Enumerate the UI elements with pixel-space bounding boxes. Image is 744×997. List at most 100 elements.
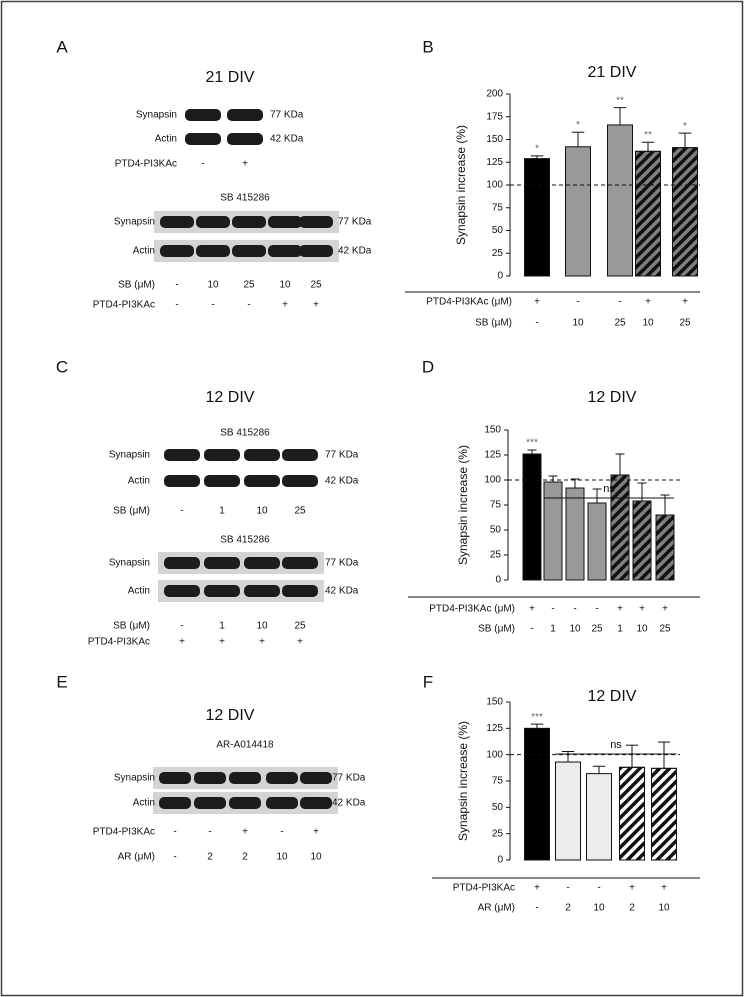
y-tick-label: 0 [497, 271, 503, 282]
blot-band [164, 557, 200, 569]
condition-value: - [247, 300, 250, 311]
condition-value: - [535, 903, 538, 914]
condition-value: 10 [310, 852, 322, 863]
condition-value: - [175, 300, 178, 311]
condition-label: AR (μM) [478, 903, 515, 914]
condition-value: 25 [294, 621, 306, 632]
band-label: Actin [133, 246, 155, 257]
condition-value: - [618, 297, 621, 308]
bracket-label: ns [610, 739, 622, 751]
y-axis-label: Synapsin increase (%) [456, 445, 470, 565]
blot-band [229, 772, 261, 784]
condition-value: - [201, 159, 204, 170]
band-size: 77 KDa [338, 217, 372, 228]
condition-label: PTD4-PI3KAc (μM) [429, 604, 515, 615]
y-tick-label: 25 [490, 550, 502, 561]
bar [555, 761, 581, 861]
panel-letter: D [422, 357, 434, 376]
condition-value: + [179, 637, 185, 648]
blot-band [204, 585, 240, 597]
band-label: Actin [155, 134, 177, 145]
condition-value: 2 [629, 903, 635, 914]
blot-band [282, 585, 318, 597]
y-tick-label: 150 [486, 134, 503, 145]
bar-hatch [635, 150, 661, 277]
band-size: 77 KDa [270, 110, 304, 121]
condition-value: 25 [614, 318, 626, 329]
y-tick-label: 100 [486, 180, 503, 191]
y-tick-label: 25 [492, 248, 504, 259]
bar [565, 487, 585, 581]
panel-letter: F [423, 672, 433, 691]
band-size: 42 KDa [325, 476, 359, 487]
blot-band [299, 216, 333, 228]
blot-band [282, 449, 318, 461]
condition-label: PTD4-PI3KAc [88, 637, 150, 648]
y-tick-label: 0 [495, 575, 501, 586]
condition-value: 10 [207, 280, 219, 291]
blot-band [159, 772, 191, 784]
condition-value: - [208, 827, 211, 838]
condition-value: - [566, 883, 569, 894]
condition-value: 10 [572, 318, 584, 329]
blot-band [244, 449, 280, 461]
band-label: Actin [128, 586, 150, 597]
panel-letter: A [56, 37, 68, 56]
bar-hatch [632, 500, 652, 581]
significance: * [683, 121, 687, 132]
condition-value: + [682, 297, 688, 308]
band-label: Actin [128, 476, 150, 487]
blot-band [204, 475, 240, 487]
condition-value: 25 [294, 506, 306, 517]
y-tick-label: 150 [486, 697, 503, 708]
condition-value: 1 [617, 624, 623, 635]
blot-band [160, 216, 194, 228]
condition-value: 10 [276, 852, 288, 863]
blot-band [164, 585, 200, 597]
condition-value: - [180, 621, 183, 632]
bar [565, 146, 591, 277]
y-tick-label: 0 [497, 855, 503, 866]
blot-header: AR-A014418 [216, 740, 274, 751]
y-tick-label: 100 [486, 749, 503, 760]
bar [522, 453, 542, 581]
condition-value: - [535, 318, 538, 329]
condition-value: 10 [279, 280, 291, 291]
significance: * [576, 120, 580, 131]
blot-band [204, 557, 240, 569]
blot-band [227, 133, 263, 145]
condition-value: 25 [679, 318, 691, 329]
bar [586, 773, 612, 861]
condition-value: + [313, 827, 319, 838]
panel-title: 12 DIV [206, 389, 255, 406]
blot-band [244, 557, 280, 569]
blot-band [244, 475, 280, 487]
condition-value: + [661, 883, 667, 894]
condition-value: - [180, 506, 183, 517]
blot-band [299, 245, 333, 257]
blot-band [159, 797, 191, 809]
band-label: Synapsin [114, 217, 155, 228]
panel-letter: B [422, 37, 433, 56]
y-tick-label: 75 [492, 776, 504, 787]
condition-value: 1 [219, 506, 225, 517]
condition-label: PTD4-PI3KAc [115, 159, 177, 170]
panel-title: 12 DIV [206, 707, 255, 724]
condition-value: + [629, 883, 635, 894]
blot-strip [158, 580, 324, 602]
blot-band [196, 216, 230, 228]
condition-value: 10 [256, 621, 268, 632]
panel-letter: E [56, 672, 67, 691]
y-tick-label: 125 [484, 450, 501, 461]
condition-label: AR (μM) [118, 852, 155, 863]
condition-label: PTD4-PI3KAc [93, 827, 155, 838]
condition-value: 2 [565, 903, 571, 914]
significance: *** [526, 438, 538, 449]
condition-value: + [219, 637, 225, 648]
band-size: 77 KDa [332, 773, 366, 784]
bar [587, 502, 607, 581]
blot-band [266, 797, 298, 809]
condition-value: + [645, 297, 651, 308]
y-tick-label: 175 [486, 111, 503, 122]
